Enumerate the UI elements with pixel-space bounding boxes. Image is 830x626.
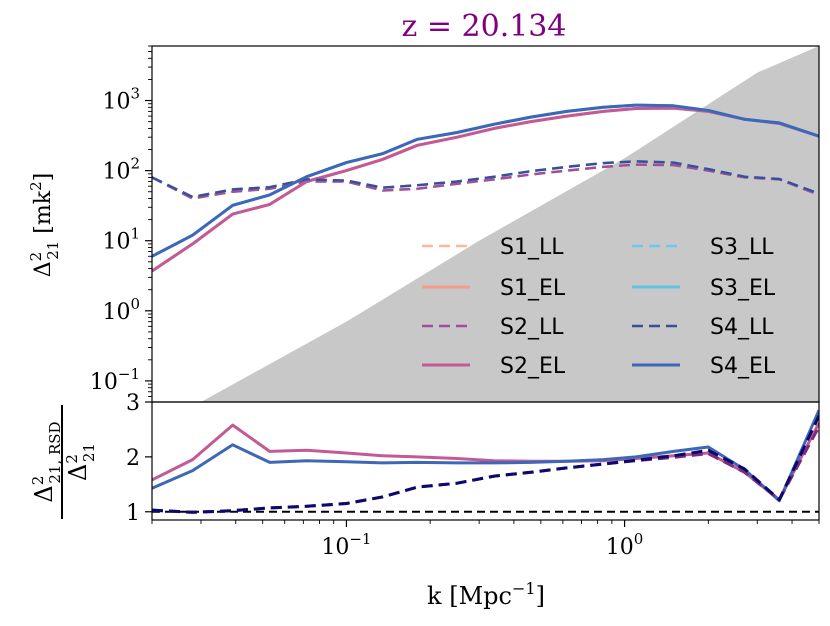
svg-text:Δ221, RSD: Δ221, RSD — [29, 421, 64, 502]
ratio-y-tick-label: 3 — [126, 391, 140, 416]
tick-exponent: 0 — [130, 295, 140, 313]
y-tick-label: 10−1 — [90, 365, 140, 395]
legend-label-S3_EL: S3_EL — [710, 276, 776, 301]
x-tick-label: 100 — [606, 530, 644, 560]
series-S2_LL — [152, 163, 819, 200]
xlabel-sup: −1 — [512, 579, 536, 598]
tick-base: 10 — [102, 160, 130, 185]
tick-exponent: 0 — [634, 530, 644, 548]
tick-exponent: 1 — [130, 225, 140, 243]
svg-text:Δ221: Δ221 — [63, 443, 98, 481]
tick-base: 10 — [606, 535, 634, 560]
tick-exponent: 2 — [130, 155, 140, 173]
tick-base: 10 — [102, 230, 130, 255]
bottom-panel-frame — [151, 401, 820, 521]
legend-label-S2_LL: S2_LL — [500, 315, 564, 340]
ratio-den-sub: 21 — [80, 443, 98, 462]
ratio-num-sup: 2 — [29, 476, 47, 486]
tick-exponent: −1 — [349, 530, 371, 548]
legend-label-S1_LL: S1_LL — [500, 235, 564, 260]
y-tick-label: 100 — [102, 295, 140, 325]
tick-base: 10 — [321, 535, 349, 560]
legend-label-S1_EL: S1_EL — [500, 276, 566, 301]
tick-exponent: 3 — [130, 85, 140, 103]
xlabel-text: k [Mpc — [427, 582, 512, 610]
legend: S1_LL S3_LL S1_EL S3_EL S2_LL S4_LL S2_EL S4_EL — [422, 235, 776, 379]
series-S4_EL — [152, 103, 819, 258]
y-tick-label: 103 — [102, 85, 140, 115]
tick-base: 10 — [102, 300, 130, 325]
legend-label-S2_EL: S2_EL — [500, 354, 566, 379]
legend-label-S4_LL: S4_LL — [710, 315, 774, 340]
ratio-num-delta: Δ — [30, 485, 58, 502]
legend-label-S4_EL: S4_EL — [710, 354, 776, 379]
series-S4_LL — [152, 160, 819, 199]
y-tick-label: 102 — [102, 155, 140, 185]
ratio-den-delta: Δ — [64, 464, 92, 481]
series-S4_ratio — [152, 409, 819, 503]
tick-exponent: −1 — [118, 365, 140, 383]
x-axis-label: k [Mpc−1] — [427, 579, 545, 610]
xlabel-close: ] — [536, 582, 545, 610]
x-tick-label: 10−1 — [321, 530, 371, 560]
series-S2_ratio — [152, 422, 819, 502]
legend-label-S3_LL: S3_LL — [710, 235, 774, 260]
ylabel-sup: 2 — [27, 252, 45, 262]
ylabel-close: ] — [31, 173, 56, 182]
ratio-y-tick-label: 2 — [126, 446, 140, 471]
shaded-exclusion-region — [200, 46, 819, 402]
ratio-num-sub: 21, RSD — [46, 421, 64, 483]
ylabel-units: [mk — [31, 190, 56, 240]
y-tick-label: 101 — [102, 225, 140, 255]
ylabel-units-sup: 2 — [27, 181, 45, 191]
svg-text:Δ221 [mk2]: Δ221 [mk2] — [27, 173, 62, 277]
ylabel-delta: Δ — [31, 261, 56, 277]
ylabel-sub: 21 — [44, 241, 62, 260]
ratio-y-tick-label: 1 — [126, 501, 140, 526]
series-S3_S4_LL_ratio — [152, 415, 819, 514]
bottom-y-axis-label: Δ221, RSD Δ221 — [29, 405, 98, 519]
top-y-axis-label: Δ221 [mk2] — [27, 173, 62, 277]
chart-title: z = 20.134 — [402, 9, 567, 44]
tick-base: 10 — [90, 370, 118, 395]
ratio-den-sup: 2 — [63, 454, 81, 464]
tick-base: 10 — [102, 90, 130, 115]
ratio-panel: 123 10−1 100 — [126, 391, 820, 560]
